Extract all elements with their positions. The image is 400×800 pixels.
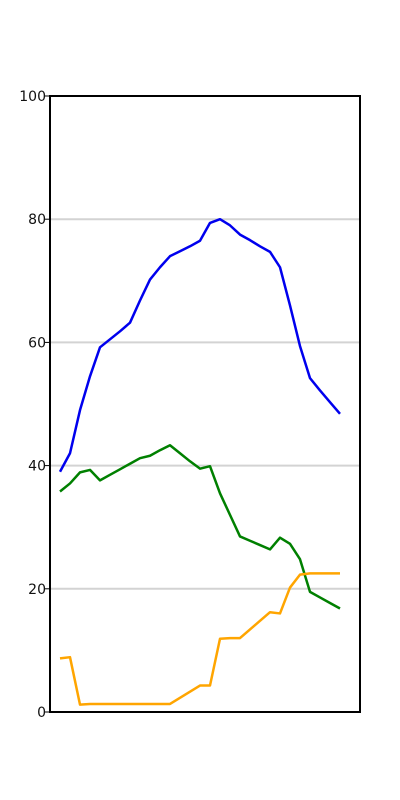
y-tick-label-0: 0 [37,705,46,721]
y-tick-label-40: 40 [28,459,46,475]
gridlines [50,218,360,590]
series-line-1 [58,217,341,473]
series-line-3 [59,572,340,706]
y-tick-label-80: 80 [28,212,46,228]
y-tick-label-20: 20 [28,582,46,598]
plot-area-frame [49,95,361,713]
series-lines [58,217,341,706]
y-tick-label-100: 100 [19,89,46,105]
y-axis-ticks: 0 20 40 60 80 100 [19,89,50,721]
y-tick-label-60: 60 [28,335,46,351]
series-line-2 [59,444,341,610]
